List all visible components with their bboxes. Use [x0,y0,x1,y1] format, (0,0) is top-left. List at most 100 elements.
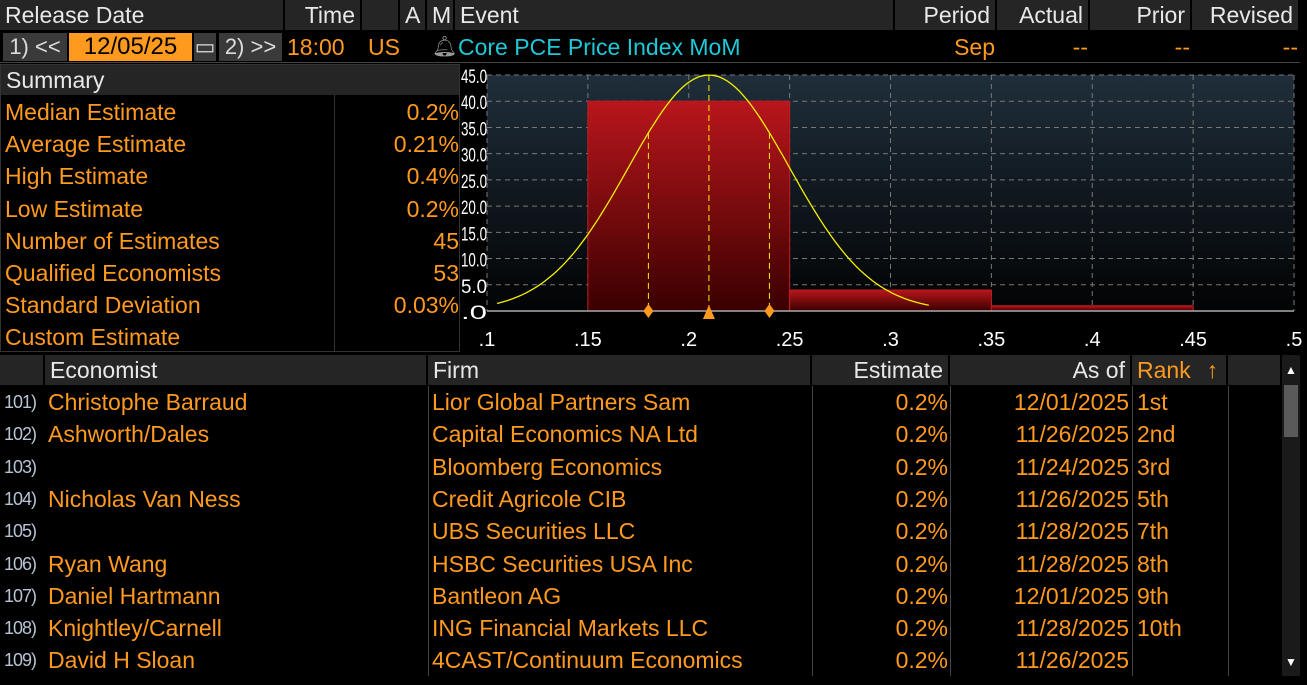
mean-marker-icon [702,305,715,319]
summary-panel: Summary Median Estimate 0.2% Average Estim… [0,64,460,352]
event-actual: -- [1072,34,1088,60]
next-date-button[interactable]: 2) >> [219,33,282,61]
summary-row: Standard Deviation 0.03% [1,289,461,321]
economist-name[interactable]: David H Sloan [48,647,196,674]
firm-name[interactable]: 4CAST/Continuum Economics [432,647,743,674]
x-tick-label: .25 [776,329,804,351]
firm-name[interactable]: HSBC Securities USA Inc [432,550,693,577]
rank-value: 10th [1137,615,1182,642]
estimate-value: 0.2% [895,518,948,545]
scroll-up-icon[interactable]: ▲ [1285,363,1297,377]
summary-value: 0.2% [406,99,459,125]
row-number: 105) [4,521,37,542]
histogram-bar [789,289,992,312]
as-of-date: 11/26/2025 [1015,647,1129,674]
date-input[interactable]: 12/05/25 [69,33,192,61]
header-economist[interactable]: Economist [45,355,428,385]
economist-name[interactable]: Ryan Wang [48,550,168,577]
table-row[interactable]: 108) Knightley/Carnell ING Financial Mar… [0,612,1282,644]
table-row[interactable]: 101) Christophe Barraud Lior Global Part… [0,386,1282,418]
y-tick-label: 25.0 [461,172,487,193]
summary-row: Median Estimate 0.2% [1,96,461,128]
table-row[interactable]: 109) David H Sloan 4CAST/Continuum Econo… [0,644,1282,676]
sort-ascending-icon[interactable]: ↑ [1206,357,1219,383]
event-revised: -- [1282,34,1298,60]
alert-bell-icon[interactable]: 🔔︎ [432,36,458,58]
estimate-distribution-chart: .0 5.0 10.0 15.0 20.0 25.0 30.0 35.0 40.0 45.0 .1.… [461,67,1303,351]
country-code: US [368,34,400,60]
x-tick-label: .2 [680,329,697,351]
header-blank [362,0,400,30]
calendar-icon[interactable]: ▭ [194,33,216,61]
prev-date-button[interactable]: 1) << [3,33,67,61]
summary-row: Low Estimate 0.2% [1,193,461,225]
firm-name[interactable]: Credit Agricole CIB [432,485,627,512]
economist-name[interactable]: Christophe Barraud [48,389,248,415]
header-time: Time [285,0,362,30]
y-tick-label: 20.0 [461,198,487,219]
table-row[interactable]: 105) UBS Securities LLC 0.2% 11/28/2025 … [0,515,1282,547]
summary-value: 0.21% [393,131,459,158]
firm-name[interactable]: UBS Securities LLC [432,518,636,545]
rank-value: 9th [1137,582,1169,609]
rank-value: 7th [1137,518,1169,545]
summary-row: Number of Estimates 45 [1,225,461,257]
header-rank[interactable]: Rank ↑ [1132,355,1228,385]
firm-name[interactable]: Capital Economics NA Ltd [432,421,698,448]
header-as-of[interactable]: As of [950,355,1132,385]
table-row[interactable]: 103) Bloomberg Economics 0.2% 11/24/2025… [0,451,1282,483]
y-tick-label: .0 [461,303,487,324]
table-header: Economist Firm Estimate As of Rank ↑ [0,355,1300,385]
as-of-date: 11/26/2025 [1015,421,1129,448]
header-firm[interactable]: Firm [428,355,812,385]
rank-value: 5th [1137,485,1169,512]
table-row[interactable]: 106) Ryan Wang HSBC Securities USA Inc 0… [0,548,1282,580]
economist-name[interactable]: Nicholas Van Ness [48,485,241,512]
row-number: 106) [4,553,37,574]
x-tick-label: .5 [1286,329,1303,351]
header-release-date: Release Date [0,0,285,30]
summary-title: Summary [1,65,459,95]
as-of-date: 12/01/2025 [1013,582,1129,609]
x-tick-label: .1 [479,329,496,351]
summary-row: Average Estimate 0.21% [1,128,461,160]
scroll-down-icon[interactable]: ▼ [1285,655,1297,669]
economist-name[interactable]: Daniel Hartmann [48,582,221,609]
row-number: 104) [4,488,37,509]
economist-name[interactable]: Knightley/Carnell [48,615,222,642]
table-row[interactable]: 107) Daniel Hartmann Bantleon AG 0.2% 12… [0,580,1282,612]
firm-name[interactable]: Bantleon AG [432,582,562,609]
std-marker-icon [764,304,775,318]
row-number: 108) [4,618,37,639]
y-tick-label: 10.0 [461,251,487,272]
estimate-value: 0.2% [895,582,948,609]
row-number: 107) [4,585,37,606]
x-tick-label: .4 [1084,329,1101,351]
table-row[interactable]: 102) Ashworth/Dales Capital Economics NA… [0,418,1282,450]
x-tick-label: .3 [882,329,899,351]
y-tick-label: 5.0 [461,277,487,298]
summary-label: Median Estimate [5,99,177,125]
estimate-value: 0.2% [895,453,948,480]
header-actual: Actual [997,0,1090,30]
histogram-bar [990,305,1194,312]
summary-label: High Estimate [5,163,149,190]
estimate-value: 0.2% [895,389,948,415]
event-prior: -- [1174,34,1190,60]
firm-name[interactable]: Bloomberg Economics [432,453,663,480]
header-estimate[interactable]: Estimate [812,355,950,385]
firm-name[interactable]: Lior Global Partners Sam [432,389,691,415]
normal-curve [496,74,929,306]
scrollbar[interactable]: ▲ ▼ [1282,355,1300,676]
table-row[interactable]: 104) Nicholas Van Ness Credit Agricole C… [0,483,1282,515]
summary-label: Average Estimate [5,131,187,158]
as-of-date: 11/26/2025 [1015,485,1129,512]
x-tick-label: .45 [1179,329,1207,351]
scrollbar-thumb[interactable] [1284,385,1298,437]
x-tick-label: .35 [977,329,1005,351]
histogram-bar [587,100,791,312]
row-number: 103) [4,456,37,477]
event-name[interactable]: Core PCE Price Index MoM [458,34,741,60]
economist-name[interactable]: Ashworth/Dales [48,421,210,448]
firm-name[interactable]: ING Financial Markets LLC [432,615,709,642]
